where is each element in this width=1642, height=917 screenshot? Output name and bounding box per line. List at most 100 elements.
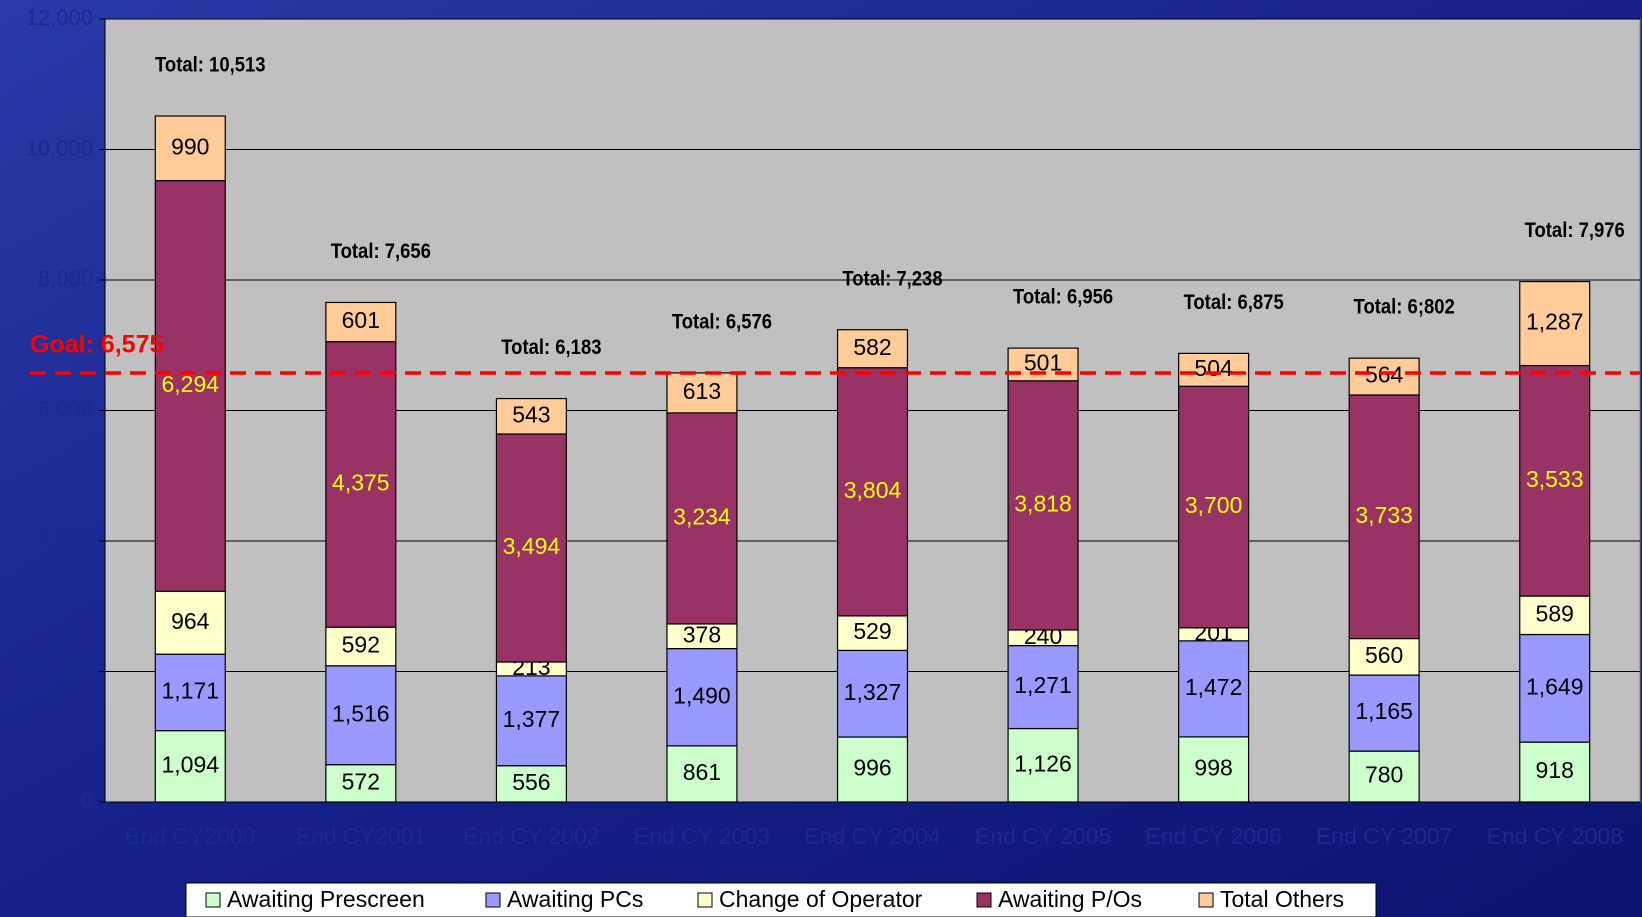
data-label: 3,818 [1014,490,1072,516]
bar-segment [1007,347,1079,382]
bar-segment [154,115,226,182]
data-label: 780 [1365,762,1403,788]
x-tick-label: End CY 2002 [463,823,599,849]
data-label: 3,733 [1355,502,1413,528]
data-label: 3,533 [1526,466,1584,492]
bar-segment [836,649,909,738]
bar-segment [836,329,909,369]
y-tick-label: 0 [81,788,93,813]
y-tick-label: 4,000 [38,527,93,552]
data-label: 1,377 [503,706,561,732]
x-tick-label: End CY 2003 [634,823,770,849]
legend-label: Total Others [1220,886,1344,912]
bar-segment [666,372,738,414]
data-label: 543 [512,401,550,427]
legend-swatch [1198,892,1214,908]
data-label: 1,472 [1185,674,1243,700]
goal-label: Goal: 6,575 [30,331,163,359]
total-annotation: Total: 6,576 [672,310,772,333]
data-label: 613 [683,378,721,404]
bar-segment [325,341,397,628]
bar-segment [495,765,567,803]
data-label: 1,165 [1355,698,1413,724]
total-annotation: Total: 6,183 [501,336,601,359]
data-label: 964 [171,608,210,634]
data-label: 378 [683,621,721,647]
y-tick-label: 12,000 [26,5,93,30]
legend-swatch [976,892,992,908]
x-tick-label: End CY2000 [125,823,255,849]
bar-segment [1007,380,1079,631]
legend-box [185,882,1377,917]
legend-swatch [697,892,713,908]
x-tick-label: End CY 2006 [1145,823,1281,849]
total-annotation: Total: 6,956 [1013,286,1113,309]
bar-segment [1178,736,1250,803]
legend-label: Awaiting Prescreen [227,886,425,912]
data-label: 6,294 [161,371,219,397]
bar-segment [1178,352,1250,387]
data-label: 529 [853,618,891,644]
y-tick-label: 2,000 [38,657,93,682]
legend-label: Awaiting P/Os [998,886,1142,912]
y-tick-label: 10,000 [26,135,93,160]
total-annotation: Total: 7,238 [842,267,942,290]
bar-segment [325,764,397,803]
legend-swatch [205,892,221,908]
x-tick-label: End CY 2005 [975,823,1111,849]
x-tick-label: End CY 2004 [804,823,941,849]
bar-segment [836,367,909,617]
data-label: 3,804 [844,477,902,503]
bar-segment [325,665,397,766]
data-label: 918 [1536,757,1574,783]
y-tick-label: 8,000 [38,266,93,291]
x-tick-label: End CY 2008 [1487,823,1623,849]
bar-segment [1348,674,1420,752]
data-label: 582 [853,334,891,360]
data-label: 601 [342,307,380,333]
data-label: 556 [512,769,550,795]
data-label: 998 [1194,755,1232,781]
bar-segment [495,397,567,435]
data-label: 1,287 [1526,309,1584,335]
data-label: 861 [683,759,721,785]
bar-segment [1178,640,1250,738]
data-label: 1,271 [1014,672,1072,698]
bar-segment [1007,727,1079,803]
bar-segment [154,180,226,592]
bar-segment [495,675,567,767]
data-label: 4,375 [332,469,390,495]
bar-segment [666,647,738,747]
data-label: 589 [1536,600,1574,626]
data-label: 1,126 [1014,750,1072,776]
bar-segment [666,623,738,650]
data-label: 1,094 [161,751,219,777]
bar-segment [666,412,738,625]
bar-segment [495,433,567,663]
bar-segment [325,301,397,343]
data-label: 3,494 [503,533,561,559]
data-label: 3,700 [1185,492,1243,518]
data-label: 1,649 [1526,673,1584,699]
legend-label: Awaiting PCs [507,886,643,912]
x-tick-label: End CY2001 [296,823,426,849]
y-tick-label: 6,000 [38,396,93,421]
data-label: 1,516 [332,700,390,726]
total-annotation: Total: 7,976 [1525,219,1625,242]
data-label: 592 [342,632,380,658]
legend-swatch [485,892,501,908]
data-label: 560 [1365,642,1403,668]
bar-segment [154,730,226,803]
x-tick-label: End CY 2007 [1316,823,1452,849]
data-label: 572 [342,768,380,794]
bar-segment [836,736,909,803]
bar-segment [1348,750,1420,803]
data-label: 1,327 [844,679,902,705]
data-label: 504 [1194,355,1233,381]
total-annotation: Total: 6;802 [1354,296,1455,319]
total-annotation: Total: 7,656 [331,240,431,263]
bar-segment [1519,741,1591,803]
bar-segment [154,590,226,655]
